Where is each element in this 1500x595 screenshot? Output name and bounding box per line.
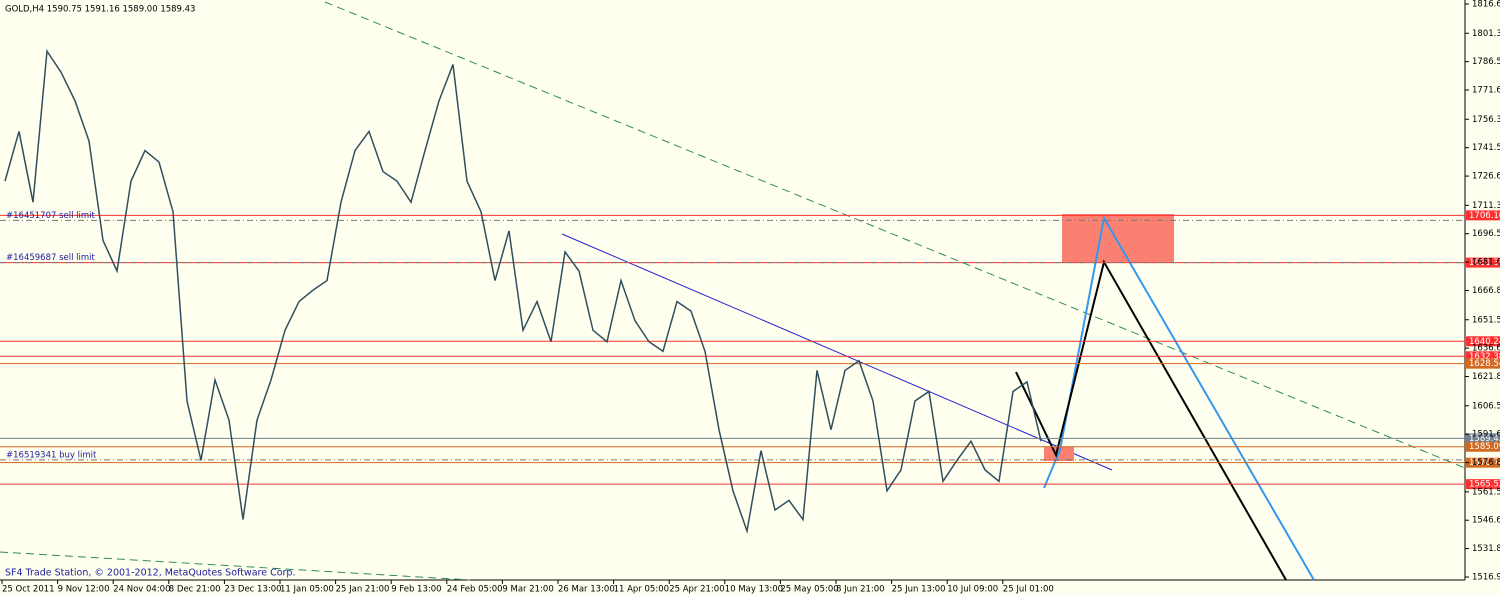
y-tick-label: 1651.50 <box>1472 315 1500 325</box>
y-tick-label: 1801.35 <box>1472 29 1500 39</box>
price-tag <box>1466 351 1500 362</box>
price-tag-label: 1632.38 <box>1469 352 1500 362</box>
chart-header: GOLD,H4 1590.75 1591.16 1589.00 1589.43 <box>5 5 195 15</box>
y-tick-label: 1681.65 <box>1472 258 1500 268</box>
x-tick-label: 26 Mar 13:00 <box>558 585 615 595</box>
price-tag-label: 1628.54 <box>1469 359 1500 369</box>
y-tick-label: 1561.50 <box>1472 487 1500 497</box>
price-tag-label: 1681.39 <box>1469 258 1500 268</box>
x-tick-label: 9 Feb 13:00 <box>391 585 441 595</box>
price-tag <box>1466 358 1500 369</box>
x-tick-label: 11 Jan 05:00 <box>280 585 334 595</box>
order-label: #16519341 buy limit <box>6 450 97 460</box>
x-tick-label: 24 Feb 05:00 <box>447 585 503 595</box>
x-tick-label: 25 Jun 13:00 <box>892 585 946 595</box>
price-line <box>4 48 1042 534</box>
y-tick-label: 1531.80 <box>1472 544 1500 554</box>
x-tick-label: 24 Nov 04:00 <box>113 585 170 595</box>
y-tick-label: 1516.95 <box>1472 573 1500 583</box>
x-tick-label: 11 Apr 05:00 <box>614 585 669 595</box>
x-tick-label: 25 May 05:00 <box>780 585 838 595</box>
price-tag <box>1466 257 1500 268</box>
y-tick-label: 1576.80 <box>1472 458 1500 468</box>
price-tag-label: 1640.24 <box>1469 337 1500 347</box>
y-tick-label: 1786.50 <box>1472 57 1500 67</box>
y-tick-label: 1546.65 <box>1472 516 1500 526</box>
y-tick-label: 1711.35 <box>1472 201 1500 211</box>
price-tag <box>1466 336 1500 347</box>
trend-line <box>561 233 1113 471</box>
y-tick-label: 1741.50 <box>1472 143 1500 153</box>
x-tick-label: 25 Jul 01:00 <box>1003 585 1054 595</box>
price-tag <box>1466 441 1500 452</box>
x-tick-label: 25 Oct 2011 <box>2 585 55 595</box>
y-tick-label: 1621.80 <box>1472 372 1500 382</box>
projection <box>1043 215 1315 581</box>
price-tag <box>1466 479 1500 490</box>
price-tag-label: 1589.43 <box>1469 434 1500 444</box>
x-tick-label: 10 May 13:00 <box>725 585 783 595</box>
y-tick-label: 1816.65 <box>1472 0 1500 10</box>
y-tick-label: 1771.65 <box>1472 86 1500 96</box>
copyright: SF4 Trade Station, © 2001-2012, MetaQuot… <box>5 568 295 579</box>
projection <box>1015 259 1287 581</box>
x-tick-label: 9 Mar 21:00 <box>502 585 553 595</box>
trend-line <box>0 551 471 581</box>
y-tick-label: 1696.50 <box>1472 229 1500 239</box>
x-tick-label: 9 Nov 12:00 <box>58 585 110 595</box>
order-label: #16451707 sell limit <box>6 211 96 221</box>
y-tick-label: 1726.65 <box>1472 172 1500 182</box>
price-tag <box>1466 457 1500 468</box>
order-label: #16459687 sell limit <box>6 253 96 263</box>
price-tag-label: 1706.10 <box>1469 211 1500 221</box>
price-tag-label: 1585.09 <box>1469 442 1500 452</box>
price-tag <box>1466 433 1500 444</box>
y-tick-label: 1666.80 <box>1472 286 1500 296</box>
y-tick-label: 1606.50 <box>1472 401 1500 411</box>
x-tick-label: 25 Apr 21:00 <box>669 585 724 595</box>
price-tag-label: 1565.52 <box>1469 480 1500 490</box>
price-tag <box>1466 210 1500 221</box>
x-tick-label: 8 Dec 21:00 <box>169 585 221 595</box>
x-tick-label: 10 Jul 09:00 <box>947 585 998 595</box>
x-tick-label: 23 Dec 13:00 <box>224 585 281 595</box>
y-tick-label: 1756.35 <box>1472 115 1500 125</box>
x-tick-label: 25 Jan 21:00 <box>336 585 390 595</box>
y-tick-label: 1636.65 <box>1472 344 1500 354</box>
x-tick-label: 8 Jun 21:00 <box>836 585 885 595</box>
y-tick-label: 1591.65 <box>1472 430 1500 440</box>
price-tag-label: 1576.74 <box>1469 458 1500 468</box>
trend-line <box>324 1 1466 469</box>
target-zone <box>1062 214 1174 262</box>
